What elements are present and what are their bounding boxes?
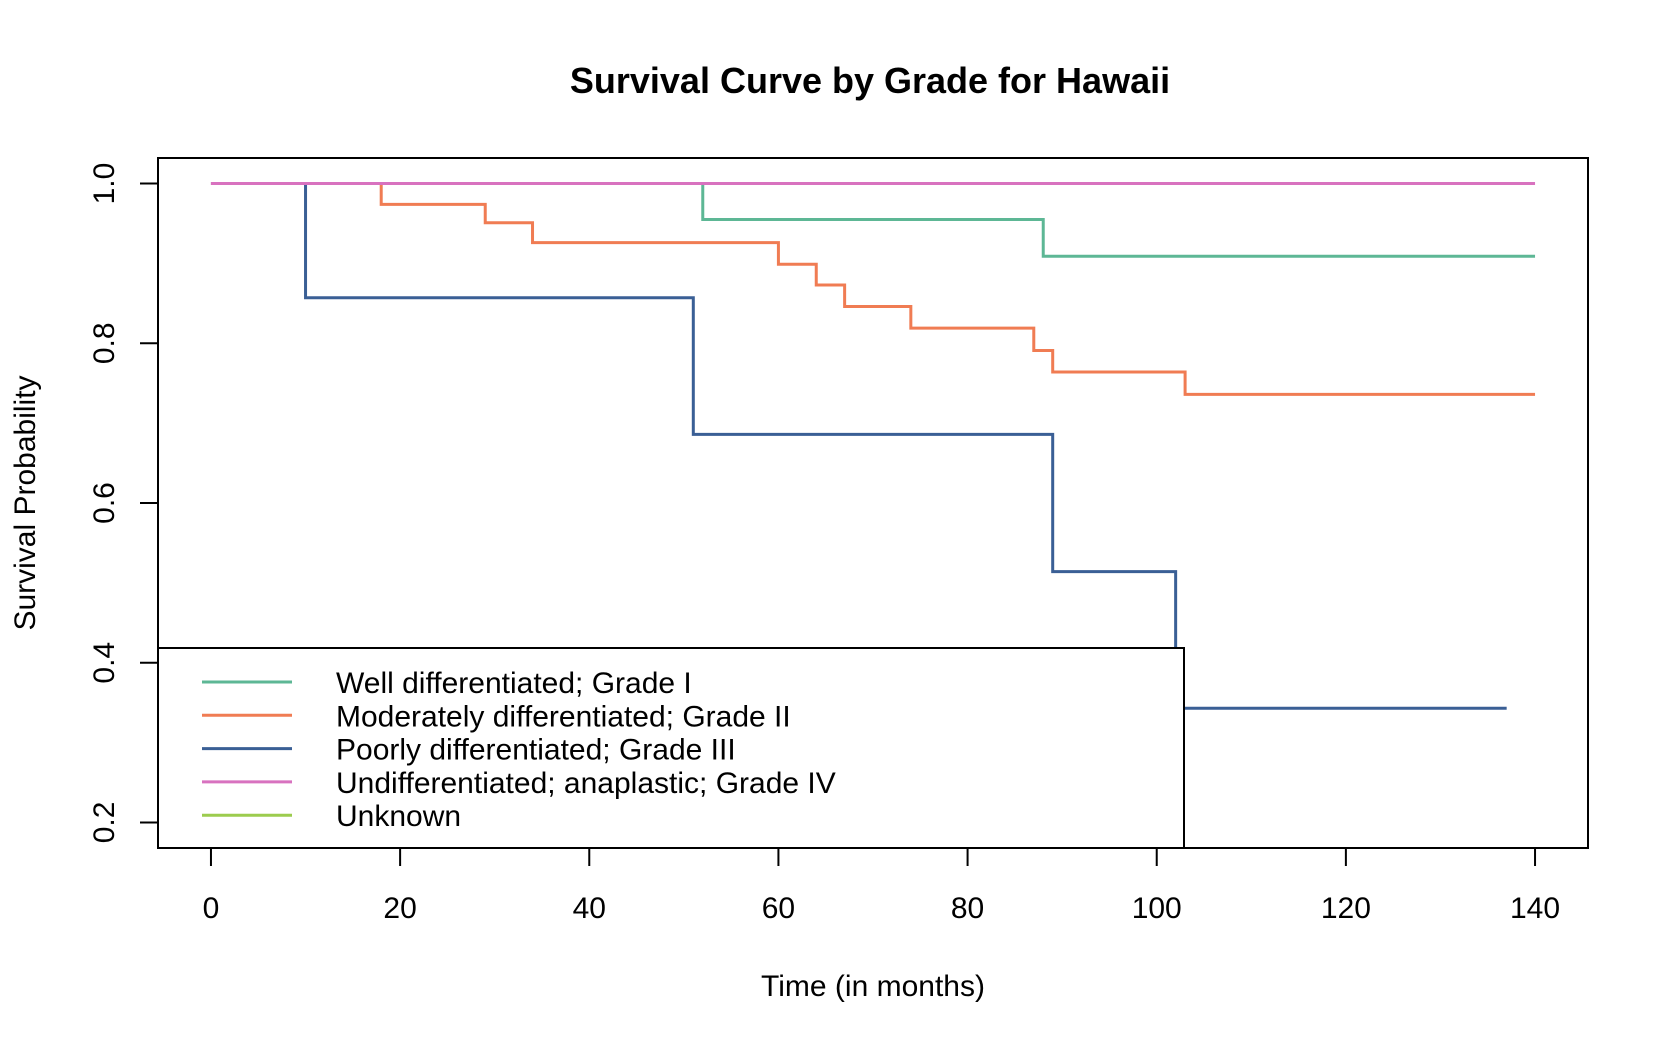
series-line-3 bbox=[210, 182, 1507, 710]
x-tick-label: 140 bbox=[1510, 892, 1560, 925]
legend-label-3: Poorly differentiated; Grade III bbox=[336, 734, 736, 767]
legend-label-5: Unknown bbox=[336, 800, 461, 833]
y-tick-label: 0.2 bbox=[88, 802, 121, 844]
x-tick-label: 60 bbox=[762, 892, 795, 925]
x-axis: 0 20 40 60 80 100 120 140 bbox=[203, 847, 1560, 925]
y-tick-label: 0.8 bbox=[88, 322, 121, 364]
legend-label-1: Well differentiated; Grade I bbox=[336, 667, 692, 700]
y-axis-label: Survival Probability bbox=[9, 375, 42, 630]
series-line-1 bbox=[210, 182, 1536, 258]
series-line-2 bbox=[210, 182, 1536, 396]
y-tick-label: 1.0 bbox=[88, 163, 121, 205]
plot-area bbox=[210, 182, 1536, 710]
x-tick-label: 80 bbox=[951, 892, 984, 925]
legend-label-2: Moderately differentiated; Grade II bbox=[336, 700, 791, 733]
x-axis-label: Time (in months) bbox=[761, 970, 985, 1003]
x-tick-label: 100 bbox=[1132, 892, 1182, 925]
chart-title: Survival Curve by Grade for Hawaii bbox=[570, 60, 1170, 101]
y-axis: 0.2 0.4 0.6 0.8 1.0 bbox=[88, 163, 159, 844]
y-tick-label: 0.4 bbox=[88, 642, 121, 684]
legend-label-4: Undifferentiated; anaplastic; Grade IV bbox=[336, 767, 836, 800]
x-tick-label: 40 bbox=[573, 892, 606, 925]
legend-box bbox=[157, 647, 1185, 849]
x-tick-label: 0 bbox=[203, 892, 220, 925]
x-tick-label: 20 bbox=[383, 892, 416, 925]
x-tick-label: 120 bbox=[1321, 892, 1371, 925]
y-tick-label: 0.6 bbox=[88, 482, 121, 524]
